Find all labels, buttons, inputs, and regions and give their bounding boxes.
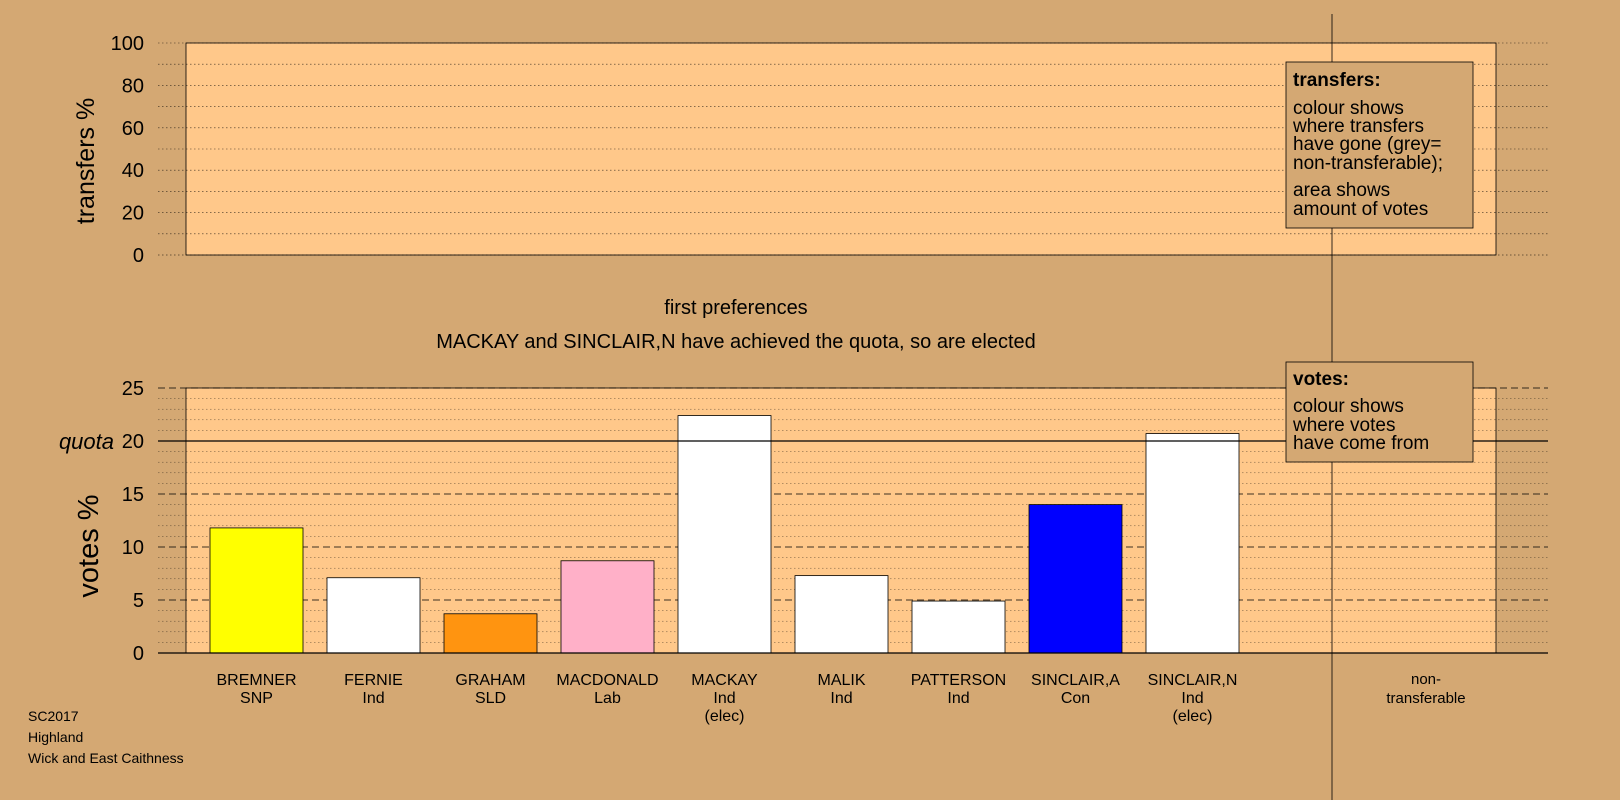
votes-legend: votes: colour shows where votes have com…: [1285, 361, 1474, 463]
votes-tick-label: 25: [122, 378, 144, 400]
transfers-tick-label: 60: [122, 118, 144, 140]
transfers-tick-label: 80: [122, 75, 144, 97]
bar-graham: [443, 613, 538, 654]
candidate-elected-label: (elec): [704, 708, 744, 725]
bar-sinclair-a: [1028, 504, 1123, 654]
candidate-name-label: SINCLAIR,N: [1148, 672, 1238, 689]
transfers-axis-label: transfers %: [72, 98, 100, 224]
footer-election: SC2017: [28, 708, 79, 724]
candidate-party-label: Lab: [594, 690, 621, 707]
transfers-legend-line: area shows: [1293, 180, 1390, 201]
candidate-party-label: Ind: [1181, 690, 1203, 707]
candidate-party-label: Ind: [713, 690, 735, 707]
votes-legend-line: colour shows: [1293, 396, 1404, 417]
transfers-legend-line: colour shows: [1293, 98, 1404, 119]
transfers-legend-line: non-transferable);: [1293, 153, 1443, 174]
votes-legend-title: votes:: [1293, 369, 1349, 390]
candidate-name-label: GRAHAM: [455, 672, 525, 689]
candidate-party-label: SNP: [240, 690, 273, 707]
status-text: MACKAY and SINCLAIR,N have achieved the …: [436, 331, 1036, 353]
chart-subtitle: first preferences: [664, 297, 807, 319]
bar-bremner: [209, 527, 304, 654]
bar-patterson: [911, 600, 1006, 654]
bar-mackay: [677, 415, 772, 654]
votes-legend-line: have come from: [1293, 433, 1429, 454]
transfers-legend: transfers: colour shows where transfers …: [1285, 61, 1474, 229]
candidate-name-label: BREMNER: [216, 672, 296, 689]
votes-tick-label: 5: [133, 590, 144, 612]
footer-info: SC2017 Highland Wick and East Caithness: [28, 706, 184, 769]
footer-ward: Wick and East Caithness: [28, 750, 184, 766]
candidate-name-label: MACKAY: [691, 672, 758, 689]
bars: [209, 415, 1240, 654]
votes-axis-label: votes %: [73, 494, 105, 597]
candidate-name-label: SINCLAIR,A: [1031, 672, 1120, 689]
bar-macdonald: [560, 560, 655, 654]
bar-sinclair-n: [1145, 433, 1240, 654]
candidate-name-label: FERNIE: [344, 672, 403, 689]
votes-tick-label: 0: [133, 643, 144, 665]
votes-tick-label: 15: [122, 484, 144, 506]
candidate-name-label: MACDONALD: [556, 672, 658, 689]
quota-label: quota: [59, 429, 114, 454]
candidate-party-label: SLD: [475, 690, 506, 707]
candidate-party-label: Ind: [947, 690, 969, 707]
transfers-plot-area: [185, 42, 1497, 256]
non-transferable-label: transferable: [1386, 690, 1465, 707]
transfers-tick-label: 40: [122, 160, 144, 182]
candidate-party-label: Con: [1061, 690, 1090, 707]
transfers-tick-label: 100: [111, 33, 144, 55]
transfers-tick-label: 0: [133, 245, 144, 267]
non-transferable-label: non-: [1411, 671, 1441, 688]
candidate-labels: BREMNERSNPFERNIEIndGRAHAMSLDMACDONALDLab…: [216, 672, 1237, 725]
transfers-legend-line: have gone (grey=: [1293, 134, 1441, 155]
candidate-name-label: MALIK: [817, 672, 865, 689]
candidate-party-label: Ind: [362, 690, 384, 707]
transfers-tick-label: 20: [122, 203, 144, 225]
transfers-legend-line: where transfers: [1292, 116, 1424, 137]
candidate-elected-label: (elec): [1172, 708, 1212, 725]
transfers-legend-line: amount of votes: [1293, 199, 1428, 220]
candidate-name-label: PATTERSON: [911, 672, 1006, 689]
votes-legend-line: where votes: [1292, 415, 1395, 436]
votes-tick-label: 20: [122, 431, 144, 453]
transfers-legend-title: transfers:: [1293, 70, 1381, 91]
candidate-party-label: Ind: [830, 690, 852, 707]
bar-malik: [794, 575, 889, 654]
footer-council: Highland: [28, 729, 84, 745]
bar-fernie: [326, 577, 421, 654]
votes-tick-label: 10: [122, 537, 144, 559]
